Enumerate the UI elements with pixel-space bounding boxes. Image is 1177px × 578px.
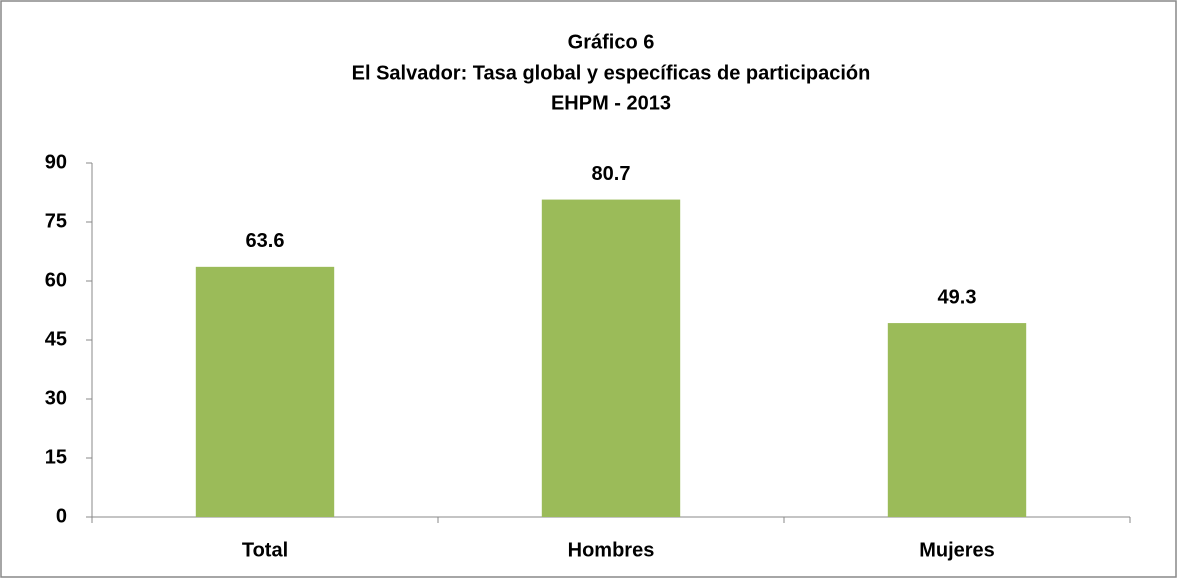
bar [195,266,335,517]
chart-title: EHPM - 2013 [551,92,671,114]
chart-title: Gráfico 6 [568,31,655,53]
x-tick-label: Mujeres [919,539,995,561]
y-tick-label: 45 [45,328,67,350]
y-tick-label: 60 [45,269,67,291]
bar [541,199,681,517]
y-tick-label: 30 [45,387,67,409]
data-label: 80.7 [592,163,631,185]
y-tick-label: 15 [45,446,67,468]
y-tick-label: 0 [56,505,67,527]
x-tick-label: Total [242,539,288,561]
data-label: 49.3 [938,286,977,308]
data-label: 63.6 [246,230,285,252]
bar [887,323,1027,517]
chart-title: El Salvador: Tasa global y específicas d… [352,62,871,84]
x-tick-label: Hombres [568,539,655,561]
y-tick-label: 75 [45,210,67,232]
y-tick-label: 90 [45,151,67,173]
